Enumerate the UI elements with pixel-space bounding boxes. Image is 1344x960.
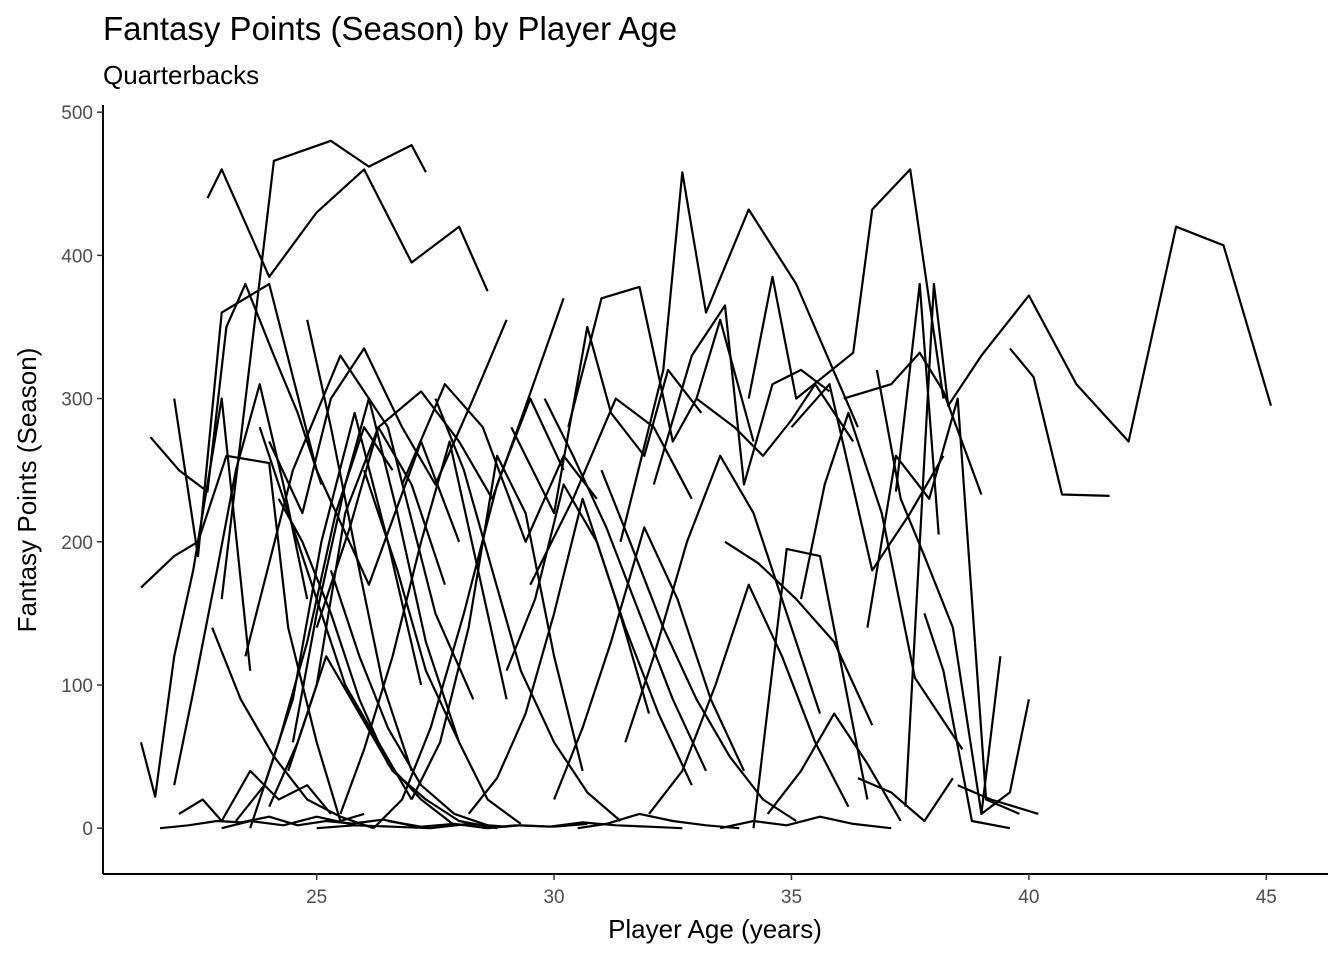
y-tick-label: 500 <box>61 103 93 124</box>
series-line-1 <box>1009 347 1110 497</box>
series-line-16 <box>695 383 855 457</box>
series-line-8 <box>149 282 323 493</box>
series-line-29 <box>957 784 1039 815</box>
series-line-39 <box>363 469 522 825</box>
y-tick-label: 200 <box>61 533 93 554</box>
series-line-45 <box>600 469 797 822</box>
y-axis-title: Fantasy Points (Season) <box>12 348 42 633</box>
series-line-17 <box>790 383 945 572</box>
x-tick-label: 40 <box>1018 887 1039 908</box>
series-line-40 <box>410 454 584 800</box>
series-line-9 <box>139 397 252 798</box>
series-line-4 <box>206 168 489 292</box>
series-line-49 <box>387 819 588 830</box>
series-line-58 <box>372 397 565 829</box>
series-line-10 <box>173 282 461 586</box>
series-line-24 <box>799 411 964 751</box>
series-line-19 <box>401 383 598 543</box>
series-line-61 <box>306 319 413 772</box>
series-line-5 <box>619 171 859 543</box>
series-line-0 <box>904 225 1273 807</box>
series-line-13 <box>567 285 755 443</box>
series-line-57 <box>329 570 488 827</box>
series-line-6 <box>747 168 945 400</box>
y-tick-label: 100 <box>61 676 93 697</box>
series-line-2 <box>843 351 983 495</box>
series-line-20 <box>529 397 693 586</box>
series-line-46 <box>648 583 850 815</box>
series-line-55 <box>258 426 413 801</box>
chart-title: Fantasy Points (Season) by Player Age <box>103 10 678 47</box>
series-line-44 <box>553 526 745 800</box>
x-ticks: 25 30 35 40 45 <box>306 874 1277 908</box>
series-line-31 <box>173 383 309 786</box>
series-line-28 <box>980 699 1030 815</box>
series-line-27 <box>923 613 1011 830</box>
series-line-41 <box>434 398 622 822</box>
series-line-25 <box>894 282 940 535</box>
series-line-59 <box>543 398 707 772</box>
series-line-56 <box>287 426 446 772</box>
series-line-32 <box>178 769 332 823</box>
series-line-37 <box>291 397 461 743</box>
series-line-15 <box>652 304 831 486</box>
series-line-36 <box>277 498 456 827</box>
series-line-12 <box>315 297 565 629</box>
x-tick-label: 25 <box>306 887 327 908</box>
series-line-60 <box>624 454 822 743</box>
series-line-21 <box>724 540 874 726</box>
chart-subtitle: Quarterbacks <box>103 60 260 90</box>
series-line-22 <box>752 547 869 829</box>
series-line-52 <box>766 712 902 822</box>
x-axis-title: Player Age (years) <box>608 914 822 944</box>
series-line-53 <box>211 627 374 830</box>
series-line-50 <box>316 822 507 830</box>
series-lines <box>139 139 1273 830</box>
series-line-3 <box>220 139 427 600</box>
y-ticks: 0 100 200 300 400 500 <box>61 103 103 840</box>
x-tick-label: 30 <box>543 887 564 908</box>
x-tick-label: 45 <box>1256 887 1277 908</box>
y-tick-label: 300 <box>61 390 93 411</box>
series-line-42 <box>467 497 651 815</box>
series-line-62 <box>249 426 394 829</box>
series-line-43 <box>505 483 693 786</box>
series-line-14 <box>510 325 703 515</box>
series-line-11 <box>268 319 508 515</box>
series-line-33 <box>159 815 355 830</box>
x-tick-label: 35 <box>781 887 802 908</box>
y-tick-label: 0 <box>82 819 93 840</box>
series-line-30 <box>857 777 954 823</box>
y-tick-label: 400 <box>61 246 93 267</box>
series-line-7 <box>140 454 365 823</box>
series-line-51 <box>719 815 892 830</box>
series-line-26 <box>866 397 1020 815</box>
